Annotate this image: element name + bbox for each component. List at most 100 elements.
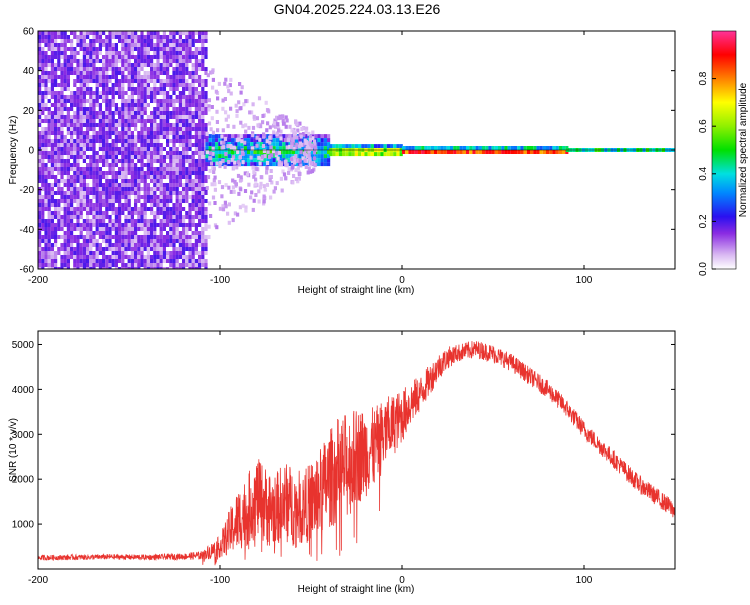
heat-cell bbox=[300, 127, 304, 131]
heat-cell bbox=[301, 154, 305, 159]
heat-cell bbox=[44, 223, 48, 227]
heat-cell bbox=[143, 83, 147, 87]
heat-cell bbox=[279, 176, 283, 181]
heat-cell bbox=[41, 207, 45, 211]
heat-cell bbox=[140, 255, 144, 259]
heat-cell bbox=[89, 159, 93, 163]
heat-cell bbox=[287, 135, 292, 140]
heat-cell bbox=[60, 187, 64, 191]
heat-cell bbox=[307, 131, 311, 136]
heat-cell bbox=[50, 227, 54, 231]
heat-cell bbox=[169, 175, 173, 179]
heat-cell bbox=[172, 155, 176, 159]
heat-cell bbox=[79, 135, 83, 139]
heat-cell bbox=[124, 255, 128, 259]
heat-cell bbox=[66, 123, 70, 127]
heat-cell bbox=[86, 63, 90, 67]
heat-cell bbox=[239, 134, 243, 138]
heat-cell bbox=[127, 267, 131, 269]
heat-cell bbox=[182, 159, 186, 163]
heat-cell bbox=[153, 43, 157, 47]
heat-cell bbox=[172, 191, 176, 195]
heat-cell bbox=[47, 87, 51, 91]
heat-cell bbox=[70, 247, 74, 251]
heat-cell bbox=[92, 43, 96, 47]
heat-cell bbox=[185, 107, 189, 111]
heat-cell bbox=[41, 187, 45, 191]
heat-cell bbox=[92, 263, 96, 267]
heat-cell bbox=[92, 139, 96, 143]
heat-cell bbox=[191, 155, 195, 159]
heat-cell bbox=[153, 31, 157, 35]
heat-cell bbox=[262, 194, 266, 199]
heat-cell bbox=[150, 147, 154, 151]
heat-cell bbox=[76, 135, 80, 139]
heat-cell bbox=[50, 211, 54, 215]
heat-cell bbox=[185, 175, 189, 179]
heat-cell bbox=[98, 139, 102, 143]
heat-cell bbox=[153, 127, 157, 131]
heat-cell bbox=[185, 147, 189, 151]
heat-cell bbox=[198, 155, 202, 159]
heat-cell bbox=[156, 159, 160, 163]
heat-cell bbox=[166, 243, 170, 247]
heat-cell bbox=[130, 99, 134, 103]
heat-cell bbox=[38, 215, 42, 219]
heat-cell bbox=[95, 135, 99, 139]
heat-cell bbox=[162, 87, 166, 91]
heat-cell bbox=[44, 103, 48, 107]
heat-cell bbox=[86, 83, 90, 87]
heat-cell bbox=[114, 111, 118, 115]
heat-cell bbox=[76, 35, 80, 39]
heat-cell bbox=[127, 179, 131, 183]
heat-cell bbox=[150, 187, 154, 191]
heat-cell bbox=[70, 103, 74, 107]
heat-cell bbox=[143, 71, 147, 75]
heat-cell bbox=[253, 162, 257, 167]
heat-cell bbox=[308, 159, 312, 164]
heat-cell bbox=[130, 215, 134, 219]
heat-cell bbox=[162, 223, 166, 227]
heat-cell bbox=[41, 47, 45, 51]
heat-cell bbox=[312, 139, 317, 144]
heat-cell bbox=[127, 227, 131, 231]
heat-cell bbox=[233, 211, 237, 216]
heat-cell bbox=[111, 183, 115, 187]
heat-cell bbox=[494, 150, 498, 154]
heat-cell bbox=[47, 63, 51, 67]
heat-cell bbox=[98, 211, 102, 215]
heat-cell bbox=[414, 150, 418, 154]
heat-cell bbox=[150, 63, 154, 67]
heat-cell bbox=[134, 179, 138, 183]
heat-cell bbox=[134, 43, 138, 47]
heat-cell bbox=[162, 203, 166, 207]
heat-cell bbox=[182, 171, 186, 175]
heat-cell bbox=[207, 224, 211, 229]
heat-cell bbox=[232, 165, 236, 170]
heat-cell bbox=[50, 259, 54, 263]
heat-cell bbox=[140, 103, 144, 107]
heat-cell bbox=[79, 207, 83, 211]
heat-cell bbox=[250, 150, 254, 155]
heat-cell bbox=[185, 211, 189, 215]
heat-cell bbox=[288, 154, 292, 159]
heat-cell bbox=[239, 120, 243, 125]
heat-cell bbox=[79, 267, 83, 269]
heat-cell bbox=[63, 67, 67, 71]
heat-cell bbox=[156, 127, 160, 131]
heat-cell bbox=[185, 99, 189, 103]
heat-cell bbox=[86, 195, 90, 199]
heat-cell bbox=[272, 134, 276, 139]
heat-cell bbox=[194, 59, 198, 63]
heat-cell bbox=[92, 123, 96, 127]
heat-cell bbox=[539, 146, 543, 150]
heat-cell bbox=[156, 255, 160, 259]
heat-cell bbox=[114, 71, 118, 75]
heat-cell bbox=[70, 183, 74, 187]
heat-cell bbox=[166, 115, 170, 119]
heat-cell bbox=[182, 191, 186, 195]
heat-cell bbox=[143, 155, 147, 159]
heat-cell bbox=[98, 203, 102, 207]
heat-cell bbox=[185, 235, 189, 239]
heat-cell bbox=[38, 219, 42, 223]
